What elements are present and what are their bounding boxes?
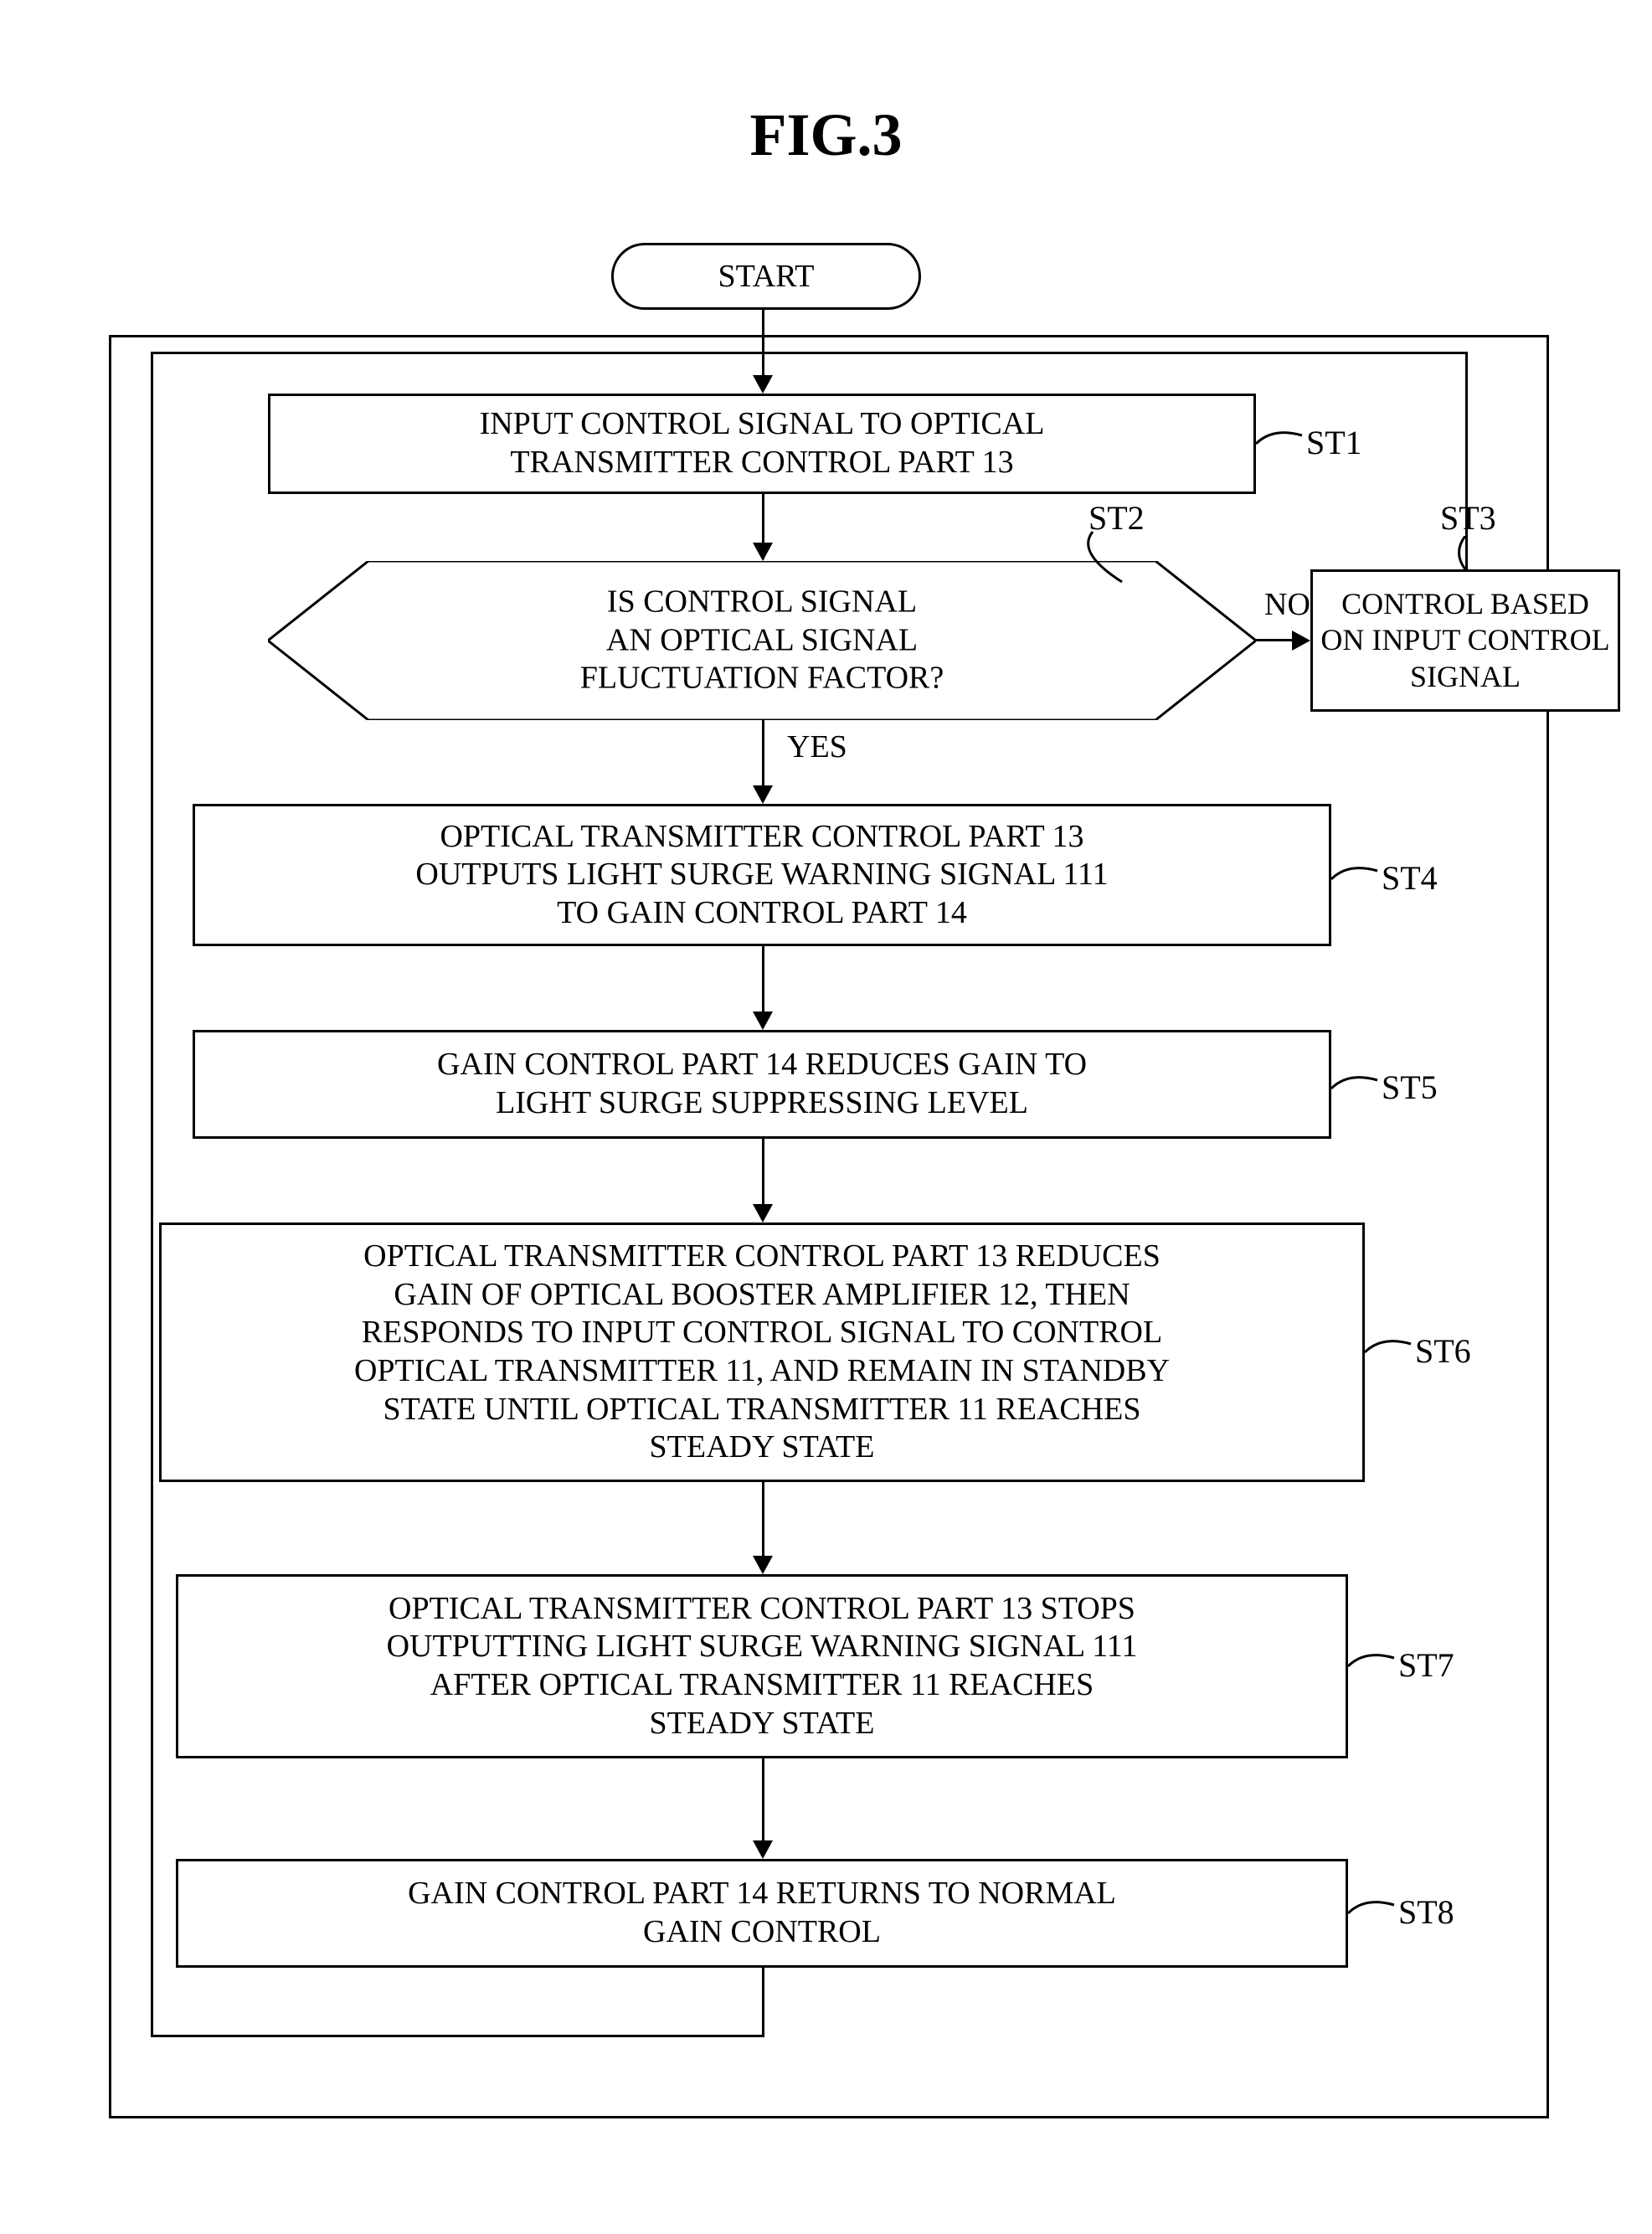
arrowhead bbox=[1292, 631, 1310, 651]
start-terminal: START bbox=[611, 243, 921, 310]
label-st2: ST2 bbox=[1088, 498, 1145, 538]
decision-text: IS CONTROL SIGNAL AN OPTICAL SIGNAL FLUC… bbox=[268, 584, 1256, 698]
arrowhead bbox=[753, 785, 773, 804]
leader-st2 bbox=[1072, 528, 1139, 595]
label-st3: ST3 bbox=[1440, 498, 1496, 538]
leader-st6 bbox=[1365, 1336, 1415, 1369]
figure-title: FIG.3 bbox=[749, 100, 902, 170]
label-st7: ST7 bbox=[1398, 1645, 1454, 1685]
edge-st8-loop-h2 bbox=[151, 352, 756, 354]
arrowhead bbox=[753, 1011, 773, 1030]
arrowhead bbox=[753, 543, 773, 561]
step-st4: OPTICAL TRANSMITTER CONTROL PART 13 OUTP… bbox=[193, 804, 1331, 946]
edge-st4-to-st5 bbox=[762, 946, 764, 1011]
step-st7: OPTICAL TRANSMITTER CONTROL PART 13 STOP… bbox=[176, 1574, 1348, 1758]
leader-st1 bbox=[1256, 427, 1306, 461]
label-st1: ST1 bbox=[1306, 423, 1362, 462]
leader-st5 bbox=[1331, 1072, 1382, 1105]
label-yes: YES bbox=[787, 728, 847, 765]
edge-st6-to-st7 bbox=[762, 1482, 764, 1556]
leader-st4 bbox=[1331, 862, 1382, 896]
step-st5: GAIN CONTROL PART 14 REDUCES GAIN TO LIG… bbox=[193, 1030, 1331, 1139]
label-no: NO bbox=[1264, 586, 1310, 623]
step-st1: INPUT CONTROL SIGNAL TO OPTICAL TRANSMIT… bbox=[268, 394, 1256, 494]
arrowhead bbox=[753, 375, 773, 394]
label-st6: ST6 bbox=[1415, 1331, 1471, 1371]
edge-st5-to-st6 bbox=[762, 1139, 764, 1204]
edge-st8-loop-h1 bbox=[151, 2035, 764, 2037]
label-st4: ST4 bbox=[1382, 858, 1438, 898]
arrowhead bbox=[753, 1204, 773, 1223]
leader-st7 bbox=[1348, 1650, 1398, 1683]
label-st5: ST5 bbox=[1382, 1068, 1438, 1107]
edge-st2-no-to-st3 bbox=[1256, 639, 1292, 641]
step-st3: CONTROL BASED ON INPUT CONTROL SIGNAL bbox=[1310, 569, 1620, 712]
edge-start-to-st1 bbox=[762, 310, 764, 375]
edge-st8-loop-v1 bbox=[762, 1968, 764, 2035]
edge-st8-loop-v2 bbox=[151, 352, 153, 2037]
step-st6: OPTICAL TRANSMITTER CONTROL PART 13 REDU… bbox=[159, 1223, 1365, 1482]
leader-st8 bbox=[1348, 1897, 1398, 1930]
label-st8: ST8 bbox=[1398, 1892, 1454, 1932]
edge-st3-loop-h bbox=[770, 352, 1468, 354]
edge-st7-to-st8 bbox=[762, 1758, 764, 1840]
step-st8: GAIN CONTROL PART 14 RETURNS TO NORMAL G… bbox=[176, 1859, 1348, 1968]
edge-st3-loop-v bbox=[1465, 352, 1468, 569]
arrowhead bbox=[753, 1840, 773, 1859]
arrowhead bbox=[753, 1556, 773, 1574]
edge-st2-to-st4 bbox=[762, 720, 764, 785]
